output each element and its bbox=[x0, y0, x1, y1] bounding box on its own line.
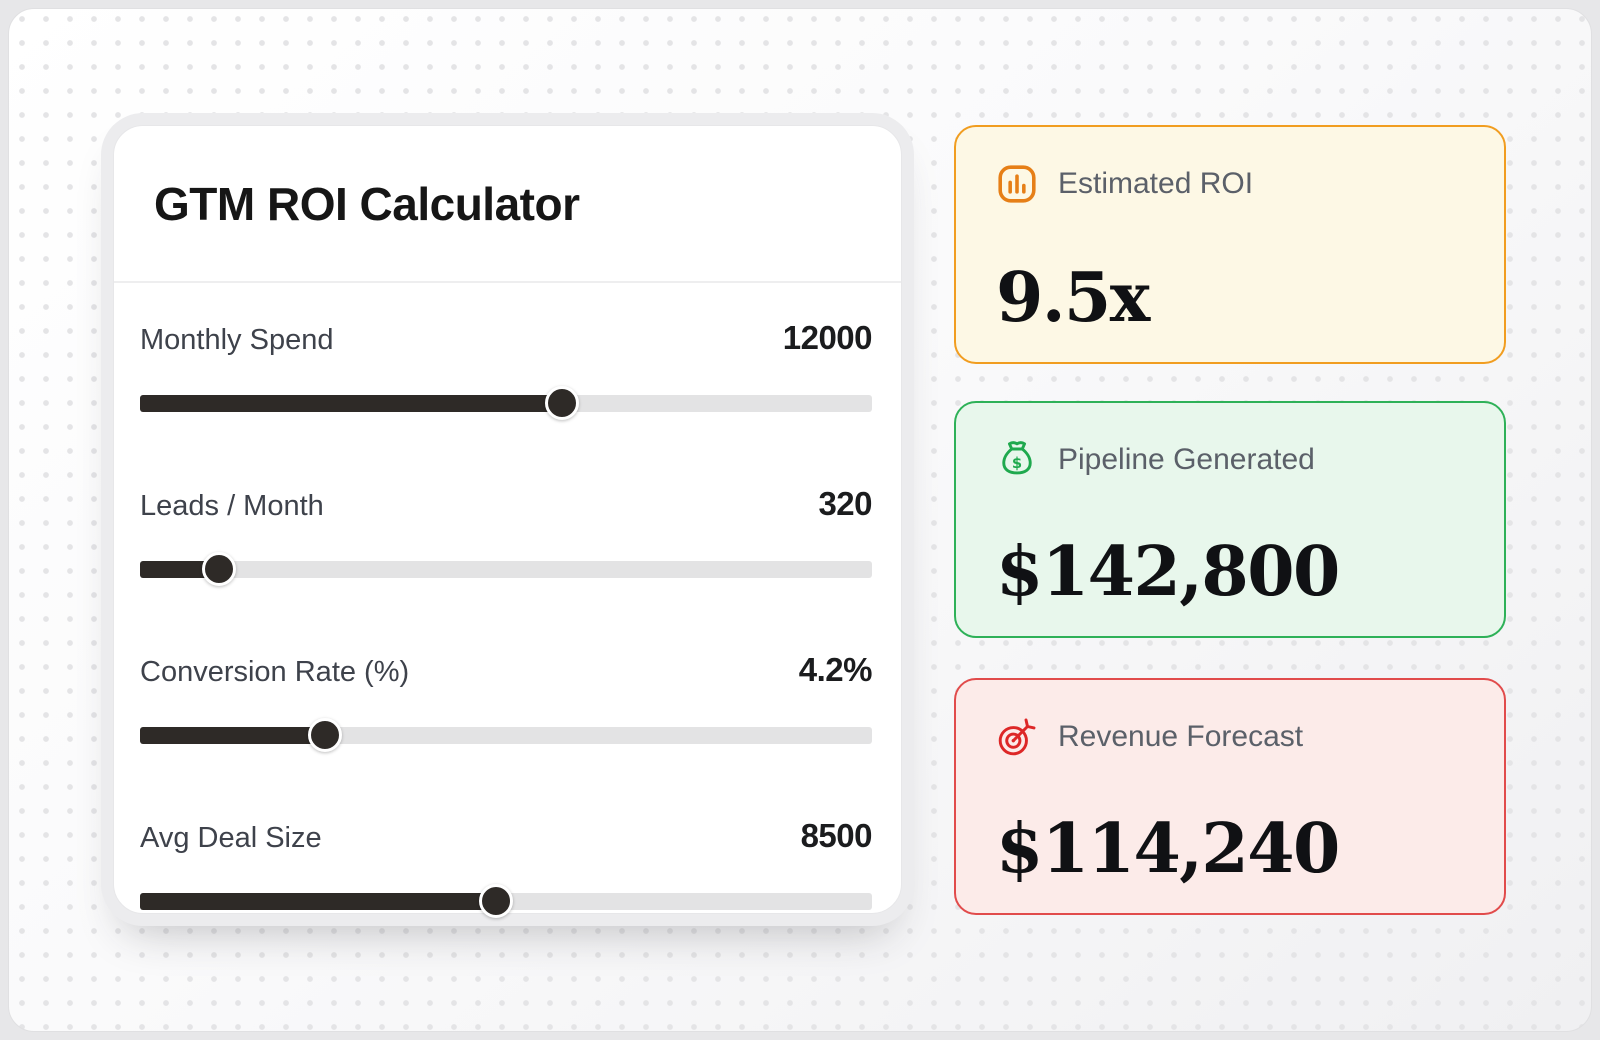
leads-month-slider-thumb[interactable] bbox=[202, 552, 237, 586]
estimated-roi-card: Estimated ROI 9.5x bbox=[954, 125, 1506, 364]
monthly-spend-slider-track[interactable] bbox=[140, 386, 872, 420]
page-title: GTM ROI Calculator bbox=[154, 177, 580, 230]
slider-row-avg-deal-size: Avg Deal Size 8500 bbox=[140, 817, 873, 919]
estimated-roi-value: 9.5x bbox=[996, 258, 1150, 338]
monthly-spend-slider-thumb[interactable] bbox=[544, 386, 579, 420]
calculator-panel: GTM ROI Calculator Monthly Spend 12000 bbox=[101, 113, 914, 926]
avg-deal-size-value: 8500 bbox=[800, 817, 873, 854]
target-arrow-icon bbox=[996, 716, 1038, 758]
leads-month-label: Leads / Month bbox=[140, 490, 324, 522]
revenue-forecast-card: Revenue Forecast $114,240 bbox=[954, 678, 1506, 915]
calculator-card: GTM ROI Calculator Monthly Spend 12000 bbox=[113, 125, 902, 918]
estimated-roi-label: Estimated ROI bbox=[1058, 167, 1254, 200]
monthly-spend-value: 12000 bbox=[782, 319, 873, 356]
money-bag-icon: $ bbox=[996, 439, 1038, 481]
calculator-header: GTM ROI Calculator bbox=[114, 126, 901, 283]
avg-deal-size-slider-track[interactable] bbox=[140, 884, 872, 918]
revenue-forecast-label: Revenue Forecast bbox=[1058, 720, 1304, 753]
pipeline-generated-value: $142,800 bbox=[996, 532, 1340, 612]
conversion-rate-slider-track[interactable] bbox=[140, 718, 872, 752]
slider-rows: Monthly Spend 12000 Leads / Month 320 bbox=[114, 283, 901, 919]
conversion-rate-slider-thumb[interactable] bbox=[308, 718, 343, 752]
slider-row-leads-month: Leads / Month 320 bbox=[140, 485, 872, 587]
conversion-rate-value: 4.2% bbox=[798, 651, 873, 688]
monthly-spend-label: Monthly Spend bbox=[140, 324, 334, 356]
slider-row-conversion-rate: Conversion Rate (%) 4.2% bbox=[140, 651, 873, 753]
pipeline-generated-card: $ Pipeline Generated $142,800 bbox=[954, 401, 1506, 638]
slider-fill bbox=[140, 726, 326, 744]
conversion-rate-label: Conversion Rate (%) bbox=[140, 656, 410, 688]
slider-row-monthly-spend: Monthly Spend 12000 bbox=[140, 319, 873, 421]
revenue-forecast-value: $114,240 bbox=[996, 809, 1340, 889]
leads-month-value: 320 bbox=[818, 485, 872, 522]
slider-fill bbox=[140, 394, 562, 412]
leads-month-slider-track[interactable] bbox=[140, 552, 872, 586]
svg-text:$: $ bbox=[1012, 455, 1022, 472]
avg-deal-size-slider-thumb[interactable] bbox=[478, 884, 513, 918]
avg-deal-size-label: Avg Deal Size bbox=[140, 822, 322, 854]
pipeline-generated-label: Pipeline Generated bbox=[1058, 443, 1315, 476]
slider-fill bbox=[140, 892, 496, 910]
slider-fill bbox=[140, 560, 220, 578]
app-background: GTM ROI Calculator Monthly Spend 12000 bbox=[8, 8, 1592, 1032]
bar-chart-icon bbox=[996, 163, 1038, 205]
